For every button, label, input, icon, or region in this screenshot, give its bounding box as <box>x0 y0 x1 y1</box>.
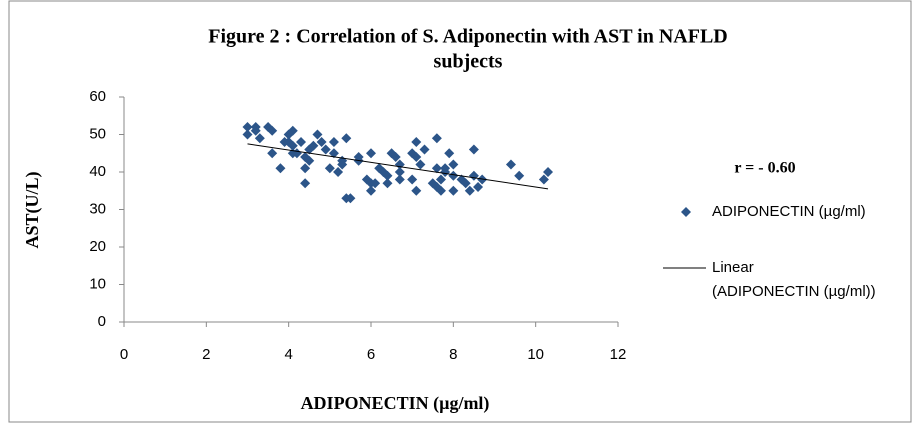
point <box>316 137 327 147</box>
chart-title: subjects <box>434 51 503 73</box>
point <box>390 152 401 162</box>
y-tick-label: 30 <box>89 200 106 217</box>
legend-label: Linear (ADIPONECTIN (µg/ml)) <box>712 259 876 300</box>
point <box>448 185 459 196</box>
point <box>275 163 286 174</box>
point <box>296 137 307 147</box>
point <box>394 167 405 177</box>
point <box>382 178 393 189</box>
point <box>250 125 261 136</box>
y-tick-label: 20 <box>89 238 106 255</box>
y-tick-label: 10 <box>89 275 106 292</box>
point <box>468 144 479 155</box>
x-tick-label: 12 <box>610 346 627 363</box>
point <box>460 178 471 189</box>
point <box>312 129 323 140</box>
point <box>431 133 442 144</box>
point <box>394 174 405 185</box>
point <box>411 185 422 196</box>
point <box>242 129 253 140</box>
y-tick-label: 0 <box>98 313 106 330</box>
point <box>448 170 459 181</box>
point <box>366 185 376 196</box>
point <box>514 170 525 181</box>
x-tick-label: 4 <box>284 346 292 363</box>
point <box>254 133 265 144</box>
point <box>333 167 344 177</box>
legend-label: ADIPONECTIN (µg/ml) <box>712 203 866 220</box>
point <box>300 178 311 189</box>
point <box>320 144 331 155</box>
point <box>370 178 381 189</box>
y-tick-label: 40 <box>89 163 106 180</box>
point <box>324 163 335 174</box>
point <box>287 125 298 136</box>
point <box>435 174 446 185</box>
point <box>267 125 278 136</box>
point <box>267 148 278 159</box>
point <box>341 133 352 144</box>
point <box>440 163 451 174</box>
point <box>415 159 426 170</box>
point <box>328 148 339 159</box>
point <box>308 140 319 151</box>
point <box>287 140 298 151</box>
point <box>419 144 430 155</box>
point <box>304 155 315 166</box>
x-tick-label: 6 <box>367 346 375 363</box>
point <box>300 163 311 174</box>
y-tick-label: 50 <box>89 125 106 142</box>
point <box>448 159 459 170</box>
x-tick-label: 10 <box>527 346 544 363</box>
x-axis-label: ADIPONECTIN (µg/ml) <box>301 393 490 414</box>
point <box>411 152 422 162</box>
y-tick-label: 60 <box>89 88 106 105</box>
point <box>242 122 253 132</box>
chart-title: Figure 2 : Correlation of S. Adiponectin… <box>208 26 728 48</box>
annotation: r = - 0.60 <box>734 160 795 177</box>
trendline <box>247 143 549 190</box>
point <box>328 137 339 147</box>
point <box>435 185 446 196</box>
point <box>407 174 418 185</box>
legend-marker <box>681 207 691 217</box>
x-tick-label: 2 <box>202 346 210 363</box>
point <box>431 163 442 174</box>
x-tick-label: 8 <box>449 346 457 363</box>
point <box>345 193 356 204</box>
point <box>337 159 348 170</box>
point <box>411 137 422 147</box>
point <box>444 148 455 159</box>
point <box>538 174 549 185</box>
point <box>505 159 516 170</box>
frame <box>8 0 912 423</box>
point <box>366 148 376 159</box>
y-axis-label: AST(U/L) <box>22 171 43 248</box>
point <box>464 185 475 196</box>
x-tick-label: 0 <box>120 346 128 363</box>
point <box>473 182 484 192</box>
point <box>543 167 554 177</box>
point <box>382 170 393 181</box>
